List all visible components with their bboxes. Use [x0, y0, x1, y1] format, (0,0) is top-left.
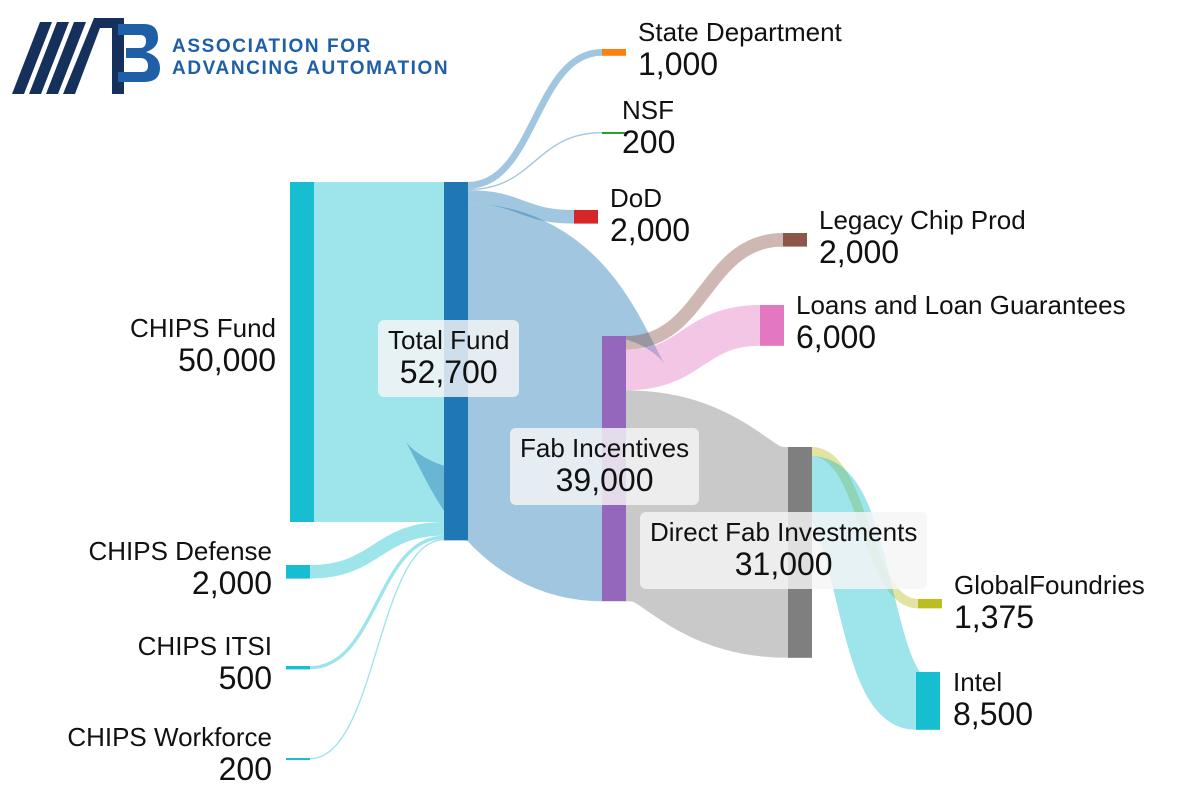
label-nsf: NSF 200: [622, 95, 676, 161]
label-value: 1,375: [954, 599, 1035, 636]
label-value: 2,000: [191, 565, 272, 602]
label-fab-incentives: Fab Incentives 39,000: [510, 428, 700, 505]
label-state-department: State Department 1,000: [638, 17, 842, 83]
label-value: 39,000: [555, 462, 654, 499]
sankey-node-nsf: [602, 132, 626, 134]
label-value: 500: [218, 660, 272, 697]
sankey-node-state-department: [602, 49, 626, 56]
label-dod: DoD 2,000: [610, 183, 691, 249]
label-name: Direct Fab Investments: [650, 517, 918, 547]
label-name: CHIPS Defense: [88, 536, 272, 566]
label-name: Loans and Loan Guarantees: [796, 290, 1126, 320]
label-name: State Department: [638, 17, 842, 47]
label-value: 8,500: [953, 696, 1034, 733]
logo-line-1: ASSOCIATION FOR: [172, 36, 372, 57]
label-value: 2,000: [819, 234, 900, 271]
sankey-link-total-fund-to-nsf: [467, 132, 603, 191]
sankey-link-chips-itsi-to-total-fund: [309, 535, 445, 670]
sankey-nodes: [286, 49, 942, 760]
sankey-link-chips-defense-to-total-fund: [309, 522, 445, 579]
label-name: CHIPS Fund: [130, 313, 276, 343]
label-name: DoD: [610, 183, 663, 213]
label-name: Legacy Chip Prod: [819, 205, 1026, 235]
label-value: 31,000: [734, 546, 833, 583]
sankey-node-globalfoundries: [918, 599, 942, 609]
label-globalfoundries: GlobalFoundries 1,375: [954, 570, 1145, 636]
sankey-link-fab-incentives-to-legacy-chip-prod: [625, 233, 784, 350]
label-name: GlobalFoundries: [954, 570, 1145, 600]
sankey-node-chips-itsi: [286, 666, 310, 670]
label-intel: Intel 8,500: [953, 667, 1034, 733]
label-chips-fund: CHIPS Fund 50,000: [130, 313, 276, 379]
label-chips-workforce: CHIPS Workforce 200: [67, 722, 272, 788]
label-value: 2,000: [610, 212, 691, 249]
label-name: NSF: [622, 95, 674, 125]
label-value: 6,000: [796, 319, 877, 356]
label-total-fund: Total Fund 52,700: [378, 320, 520, 397]
label-chips-itsi: CHIPS ITSI 500: [137, 631, 272, 697]
sankey-node-chips-workforce: [286, 758, 310, 760]
label-value: 200: [622, 124, 676, 161]
sankey-node-chips-defense: [286, 565, 310, 579]
label-value: 52,700: [399, 354, 498, 391]
label-value: 200: [218, 751, 272, 788]
sankey-node-intel: [916, 672, 940, 730]
sankey-node-chips-fund: [290, 182, 314, 522]
sankey-node-loans: [760, 305, 784, 346]
a3-logo-mark: [12, 18, 160, 94]
sankey-link-direct-fab-to-intel: [802, 456, 926, 730]
label-legacy-chip-prod: Legacy Chip Prod 2,000: [819, 205, 1026, 271]
label-value: 50,000: [178, 342, 276, 379]
label-name: Intel: [953, 667, 1003, 697]
logo-line-2: ADVANCING AUTOMATION: [172, 58, 450, 79]
label-name: CHIPS ITSI: [137, 631, 272, 661]
label-name: CHIPS Workforce: [67, 722, 272, 752]
sankey-link-total-fund-to-dod: [467, 190, 575, 224]
sankey-link-chips-workforce-to-total-fund: [309, 539, 445, 760]
label-name: Fab Incentives: [520, 433, 690, 463]
label-direct-fab: Direct Fab Investments 31,000: [640, 512, 928, 589]
sankey-link-fab-incentives-to-loans: [625, 305, 761, 391]
sankey-node-dod: [574, 210, 598, 224]
label-name: Total Fund: [388, 325, 510, 355]
sankey-link-total-fund-to-state-department: [467, 49, 603, 189]
a3-logo: ASSOCIATION FOR ADVANCING AUTOMATION: [12, 16, 472, 98]
label-loans: Loans and Loan Guarantees 6,000: [796, 290, 1126, 356]
label-value: 1,000: [638, 46, 719, 83]
sankey-node-legacy-chip-prod: [783, 233, 807, 247]
label-chips-defense: CHIPS Defense 2,000: [88, 536, 272, 602]
